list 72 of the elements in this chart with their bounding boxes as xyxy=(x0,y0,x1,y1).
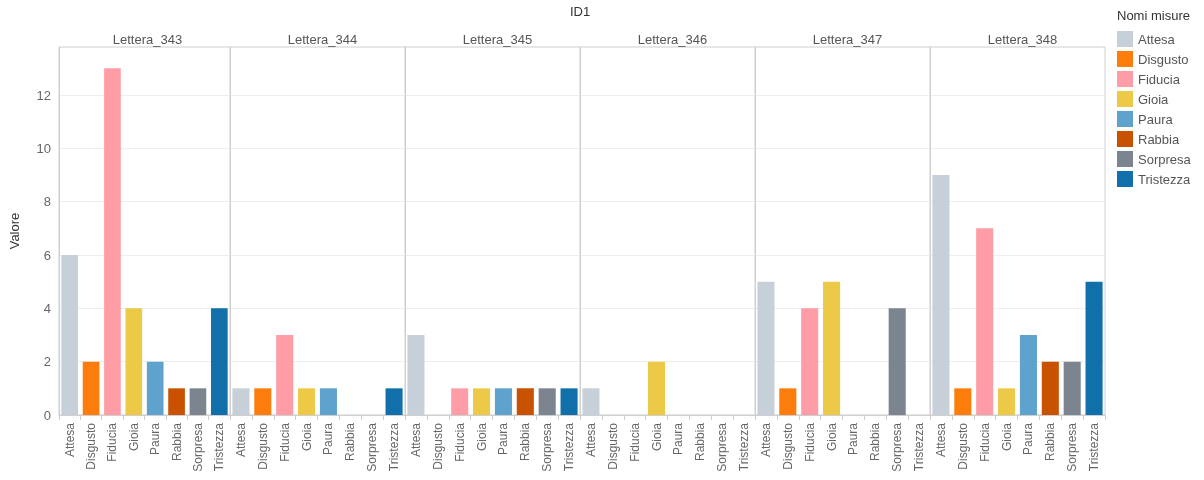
x-tick-label: Disgusto xyxy=(255,422,270,470)
x-tick-label: Disgusto xyxy=(955,422,970,470)
x-tick-label: Disgusto xyxy=(84,422,99,470)
chart-title: Lettera_343 xyxy=(112,32,183,47)
x-tick-label: Gioia xyxy=(824,422,839,452)
x-tick-label: Rabbia xyxy=(518,422,533,462)
legend-label: Tristezza xyxy=(1138,171,1192,187)
legend-title: Nomi misure xyxy=(1117,8,1190,23)
x-tick-label: Rabbia xyxy=(169,422,184,462)
x-tick-label: Attesa xyxy=(758,422,773,458)
x-tick-label: Paura xyxy=(846,422,861,456)
x-tick-label: Disgusto xyxy=(430,422,445,470)
x-tick-label: Rabbia xyxy=(343,422,358,462)
x-tick-label: Fiducia xyxy=(452,422,467,462)
y-tick-label: 8 xyxy=(43,194,51,210)
y-tick-label: 10 xyxy=(36,140,51,156)
y-tick-label: 6 xyxy=(43,247,51,263)
x-tick-label: Paura xyxy=(148,422,163,456)
legend-label: Disgusto xyxy=(1138,51,1189,67)
x-tick-label: Fiducia xyxy=(802,422,817,462)
x-tick-label: Disgusto xyxy=(605,422,620,470)
legend-label: Sorpresa xyxy=(1138,151,1192,167)
chart-title: Lettera_344 xyxy=(287,32,358,47)
x-tick-label: Paura xyxy=(671,422,686,456)
x-tick-label: Rabbia xyxy=(1043,422,1058,462)
y-tick-label: 0 xyxy=(43,407,51,423)
chart-title: Lettera_345 xyxy=(462,32,533,47)
x-tick-label: Attesa xyxy=(62,422,77,458)
legend-label: Paura xyxy=(1138,111,1174,127)
x-tick-label: Fiducia xyxy=(627,422,642,462)
x-tick-label: Tristezza xyxy=(737,422,752,472)
x-tick-label: Sorpresa xyxy=(890,422,905,472)
y-tick-label: 12 xyxy=(36,87,51,103)
x-tick-label: Gioia xyxy=(649,422,664,452)
x-tick-label: Gioia xyxy=(999,422,1014,452)
y-tick-label: 2 xyxy=(43,354,51,370)
x-tick-label: Paura xyxy=(321,422,336,456)
legend-label: Rabbia xyxy=(1138,131,1180,147)
y-tick-label: 4 xyxy=(43,300,51,316)
x-tick-label: Sorpresa xyxy=(365,422,380,472)
x-tick-label: Paura xyxy=(496,422,511,456)
x-tick-label: Rabbia xyxy=(868,422,883,462)
x-tick-label: Gioia xyxy=(299,422,314,452)
x-tick-label: Tristezza xyxy=(912,422,927,472)
text: ID1 xyxy=(569,4,591,19)
x-tick-label: Tristezza xyxy=(387,422,402,472)
x-tick-label: Attesa xyxy=(583,422,598,458)
chart-title: Lettera_348 xyxy=(987,32,1058,47)
x-tick-label: Gioia xyxy=(126,422,141,452)
x-tick-label: Fiducia xyxy=(277,422,292,462)
x-tick-label: Sorpresa xyxy=(1065,422,1080,472)
x-tick-label: Attesa xyxy=(933,422,948,458)
x-tick-label: Attesa xyxy=(233,422,248,458)
x-tick-label: Tristezza xyxy=(212,422,227,472)
chart-title: Lettera_347 xyxy=(812,32,883,47)
x-tick-label: Disgusto xyxy=(780,422,795,470)
x-tick-label: Fiducia xyxy=(105,422,120,462)
legend-label: Gioia xyxy=(1138,91,1170,107)
legend-label: Fiducia xyxy=(1138,71,1181,87)
x-tick-label: Sorpresa xyxy=(715,422,730,472)
x-tick-label: Rabbia xyxy=(693,422,708,462)
x-tick-label: Tristezza xyxy=(562,422,577,472)
x-tick-label: Gioia xyxy=(474,422,489,452)
x-tick-label: Sorpresa xyxy=(190,422,205,472)
y-axis-title: Valore xyxy=(7,212,22,250)
x-tick-label: Tristezza xyxy=(1087,422,1102,472)
x-tick-label: Fiducia xyxy=(977,422,992,462)
x-tick-label: Sorpresa xyxy=(540,422,555,472)
legend-label: Attesa xyxy=(1138,31,1176,47)
x-tick-label: Paura xyxy=(1021,422,1036,456)
chart-title: Lettera_346 xyxy=(637,32,708,47)
x-tick-label: Attesa xyxy=(408,422,423,458)
